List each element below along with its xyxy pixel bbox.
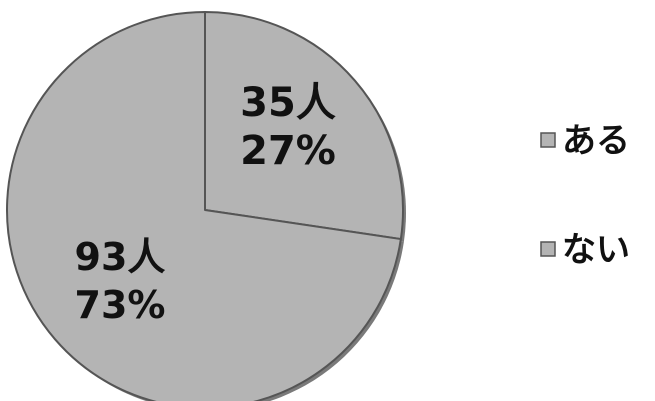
slices [6, 11, 404, 401]
legend-swatch-aru [540, 132, 556, 148]
legend-label-nai: ない [562, 230, 630, 270]
slice-count-label-1: 93人 [75, 235, 166, 279]
legend-item-nai: ない [540, 230, 630, 270]
legend-item-aru: ある [540, 121, 630, 161]
legend: ある ない [540, 121, 630, 270]
pie-slice-1 [6, 11, 402, 401]
slice-percent-label-0: 27% [240, 128, 336, 174]
slice-percent-label-1: 73% [75, 283, 166, 327]
pie-slice-0 [204, 11, 404, 241]
legend-label-aru: ある [562, 121, 630, 161]
legend-swatch-nai [540, 241, 556, 257]
slice-count-label-0: 35人 [240, 80, 336, 126]
